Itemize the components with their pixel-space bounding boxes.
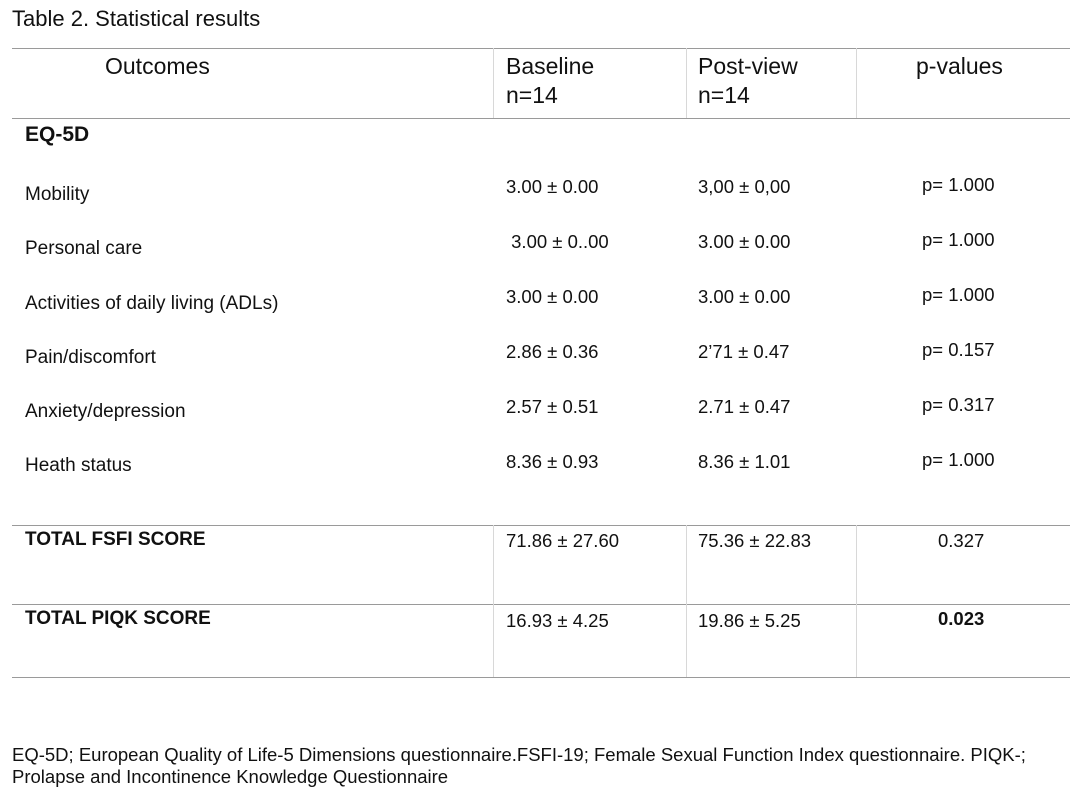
table-top-rule — [12, 48, 1070, 49]
row-personal-care-postview: 3.00 ± 0.00 — [698, 231, 791, 252]
row-pain-label: Pain/discomfort — [25, 347, 156, 368]
row-health-status-postview: 8.36 ± 1.01 — [698, 451, 791, 472]
row-piqk-p: 0.023 — [938, 608, 985, 629]
row-personal-care-baseline: 3.00 ± 0..00 — [506, 231, 609, 252]
header-postview: Post-view n=14 — [698, 52, 798, 110]
row-pain-postview: 2’71 ± 0.47 — [698, 341, 790, 362]
row-anxiety-label: Anxiety/depression — [25, 401, 186, 422]
section-eq5d: EQ-5D — [25, 123, 90, 146]
row-health-status-label: Heath status — [25, 455, 132, 476]
column-separator — [856, 525, 857, 677]
row-personal-care-p: p= 1.000 — [922, 229, 995, 250]
row-pain-p: p= 0.157 — [922, 339, 995, 360]
row-fsfi-p: 0.327 — [938, 530, 985, 551]
row-health-status-p: p= 1.000 — [922, 449, 995, 470]
row-mobility-postview: 3,00 ± 0,00 — [698, 176, 791, 197]
row-fsfi-baseline: 71.86 ± 27.60 — [506, 530, 620, 551]
header-postview-label: Post-view — [698, 53, 798, 79]
header-pvalues: p-values — [916, 53, 1003, 79]
row-piqk-baseline: 16.93 ± 4.25 — [506, 610, 609, 631]
row-fsfi-postview: 75.36 ± 22.83 — [698, 530, 812, 551]
row-health-status-baseline: 8.36 ± 0.93 — [506, 451, 599, 472]
header-postview-n: n=14 — [698, 82, 750, 108]
column-separator — [493, 525, 494, 677]
column-separator — [493, 48, 494, 118]
fsfi-top-rule — [12, 525, 1070, 526]
row-fsfi-label: TOTAL FSFI SCORE — [25, 529, 206, 550]
header-bottom-rule — [12, 118, 1070, 119]
piqk-top-rule — [12, 604, 1070, 605]
row-anxiety-postview: 2.71 ± 0.47 — [698, 396, 791, 417]
column-separator — [686, 525, 687, 677]
row-piqk-label: TOTAL PIQK SCORE — [25, 608, 211, 629]
row-mobility-label: Mobility — [25, 184, 90, 205]
row-adls-p: p= 1.000 — [922, 284, 995, 305]
row-adls-baseline: 3.00 ± 0.00 — [506, 286, 599, 307]
header-baseline-label: Baseline — [506, 53, 595, 79]
row-pain-baseline: 2.86 ± 0.36 — [506, 341, 599, 362]
row-anxiety-baseline: 2.57 ± 0.51 — [506, 396, 599, 417]
row-piqk-postview: 19.86 ± 5.25 — [698, 610, 801, 631]
row-mobility-baseline: 3.00 ± 0.00 — [506, 176, 599, 197]
row-mobility-p: p= 1.000 — [922, 174, 995, 195]
header-baseline-n: n=14 — [506, 82, 558, 108]
column-separator — [856, 48, 857, 118]
row-adls-postview: 3.00 ± 0.00 — [698, 286, 791, 307]
header-outcomes: Outcomes — [105, 53, 210, 79]
table-footnote: EQ-5D; European Quality of Life-5 Dimens… — [12, 744, 1026, 787]
column-separator — [686, 48, 687, 118]
row-anxiety-p: p= 0.317 — [922, 394, 995, 415]
row-adls-label: Activities of daily living (ADLs) — [25, 293, 279, 314]
table-bottom-rule — [12, 677, 1070, 678]
table-caption: Table 2. Statistical results — [12, 6, 261, 31]
header-baseline: Baseline n=14 — [506, 52, 594, 110]
row-personal-care-label: Personal care — [25, 238, 143, 259]
